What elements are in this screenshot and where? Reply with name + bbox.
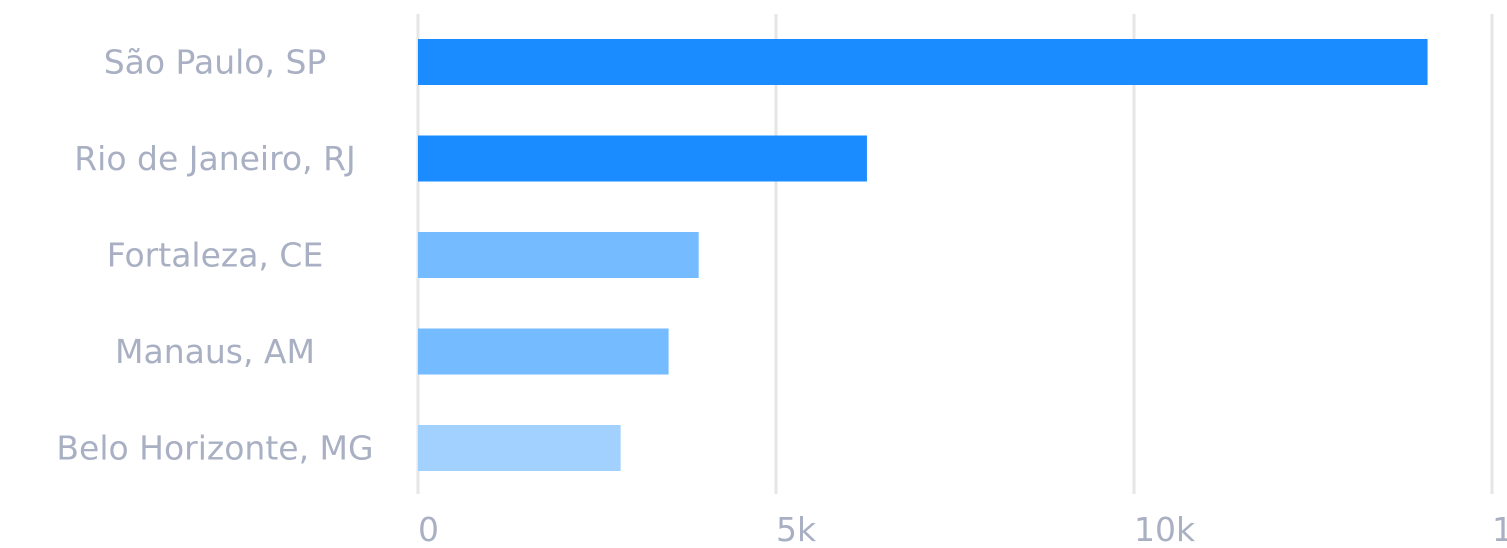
x-tick-label-2: 10k — [1134, 510, 1196, 548]
category-label-1: Rio de Janeiro, RJ — [74, 139, 356, 178]
bar-2[interactable] — [418, 232, 699, 278]
x-tick-label-3: 15k — [1492, 510, 1507, 548]
category-label-3: Manaus, AM — [115, 332, 315, 371]
category-label-4: Belo Horizonte, MG — [56, 429, 373, 468]
bar-4[interactable] — [418, 425, 621, 471]
bar-3[interactable] — [418, 328, 669, 375]
category-label-0: São Paulo, SP — [104, 43, 327, 82]
category-labels: São Paulo, SP Rio de Janeiro, RJ Fortaleza… — [56, 43, 373, 468]
x-tick-label-1: 5k — [776, 510, 817, 548]
category-label-2: Fortaleza, CE — [107, 236, 324, 275]
bars — [418, 39, 1428, 471]
bar-1[interactable] — [418, 135, 867, 182]
x-tick-labels: 0 5k 10k 15k — [418, 510, 1507, 548]
bar-0[interactable] — [418, 39, 1428, 85]
x-tick-label-0: 0 — [418, 510, 439, 548]
